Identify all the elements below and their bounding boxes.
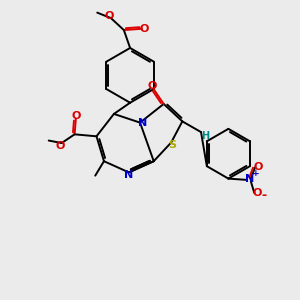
Text: O: O [56, 141, 65, 151]
Text: O: O [147, 80, 157, 91]
Text: S: S [168, 140, 176, 150]
Text: +: + [252, 169, 260, 178]
Text: O: O [253, 162, 263, 172]
Text: H: H [201, 131, 209, 141]
Text: N: N [124, 170, 133, 180]
Text: N: N [245, 174, 254, 184]
Text: O: O [140, 24, 149, 34]
Text: O: O [105, 11, 114, 21]
Text: O: O [253, 188, 262, 198]
Text: N: N [138, 118, 148, 128]
Text: -: - [261, 189, 266, 202]
Text: O: O [71, 111, 80, 121]
